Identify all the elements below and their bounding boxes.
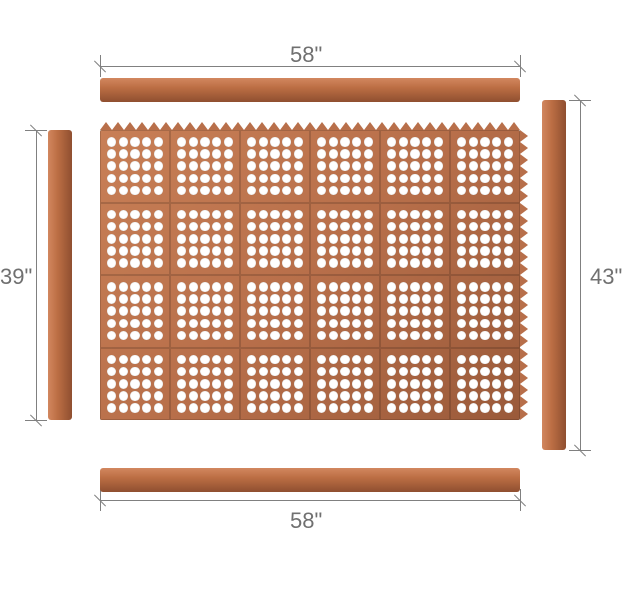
- mat-tile: [450, 203, 520, 276]
- dim-line-bottom: [100, 500, 520, 501]
- mat-tile: [380, 348, 450, 421]
- dim-label-right: 43": [590, 264, 622, 290]
- mat-tile: [240, 275, 310, 348]
- mat-tile: [310, 203, 380, 276]
- mat-interlock-top: [100, 122, 520, 130]
- dim-line-top: [100, 66, 520, 67]
- mat-tile: [170, 348, 240, 421]
- mat-tile: [310, 275, 380, 348]
- mat-tile: [170, 203, 240, 276]
- mat-tile: [240, 203, 310, 276]
- mat-interlock-right: [520, 130, 528, 420]
- mat-main: [100, 130, 520, 420]
- mat-tile: [450, 348, 520, 421]
- mat-tile: [100, 348, 170, 421]
- mat-tile: [100, 203, 170, 276]
- dim-line-right: [580, 100, 581, 450]
- diagram-canvas: 58" 58" 39" 43": [0, 0, 630, 600]
- dim-line-left: [36, 130, 37, 420]
- edge-strip-right: [542, 100, 566, 450]
- mat-tile: [380, 130, 450, 203]
- mat-tile: [450, 130, 520, 203]
- mat-tile: [450, 275, 520, 348]
- mat-tile: [240, 348, 310, 421]
- dim-label-top: 58": [290, 42, 322, 68]
- mat-tile: [170, 130, 240, 203]
- edge-strip-bottom: [100, 468, 520, 492]
- mat-tile: [310, 130, 380, 203]
- mat-tile: [380, 203, 450, 276]
- mat-tile: [170, 275, 240, 348]
- mat-tile: [240, 130, 310, 203]
- dim-label-bottom: 58": [290, 508, 322, 534]
- mat-grid: [100, 130, 520, 420]
- mat-tile: [380, 275, 450, 348]
- mat-tile: [310, 348, 380, 421]
- edge-strip-left: [48, 130, 72, 420]
- edge-strip-top: [100, 78, 520, 102]
- mat-tile: [100, 275, 170, 348]
- dim-label-left: 39": [0, 264, 32, 290]
- mat-tile: [100, 130, 170, 203]
